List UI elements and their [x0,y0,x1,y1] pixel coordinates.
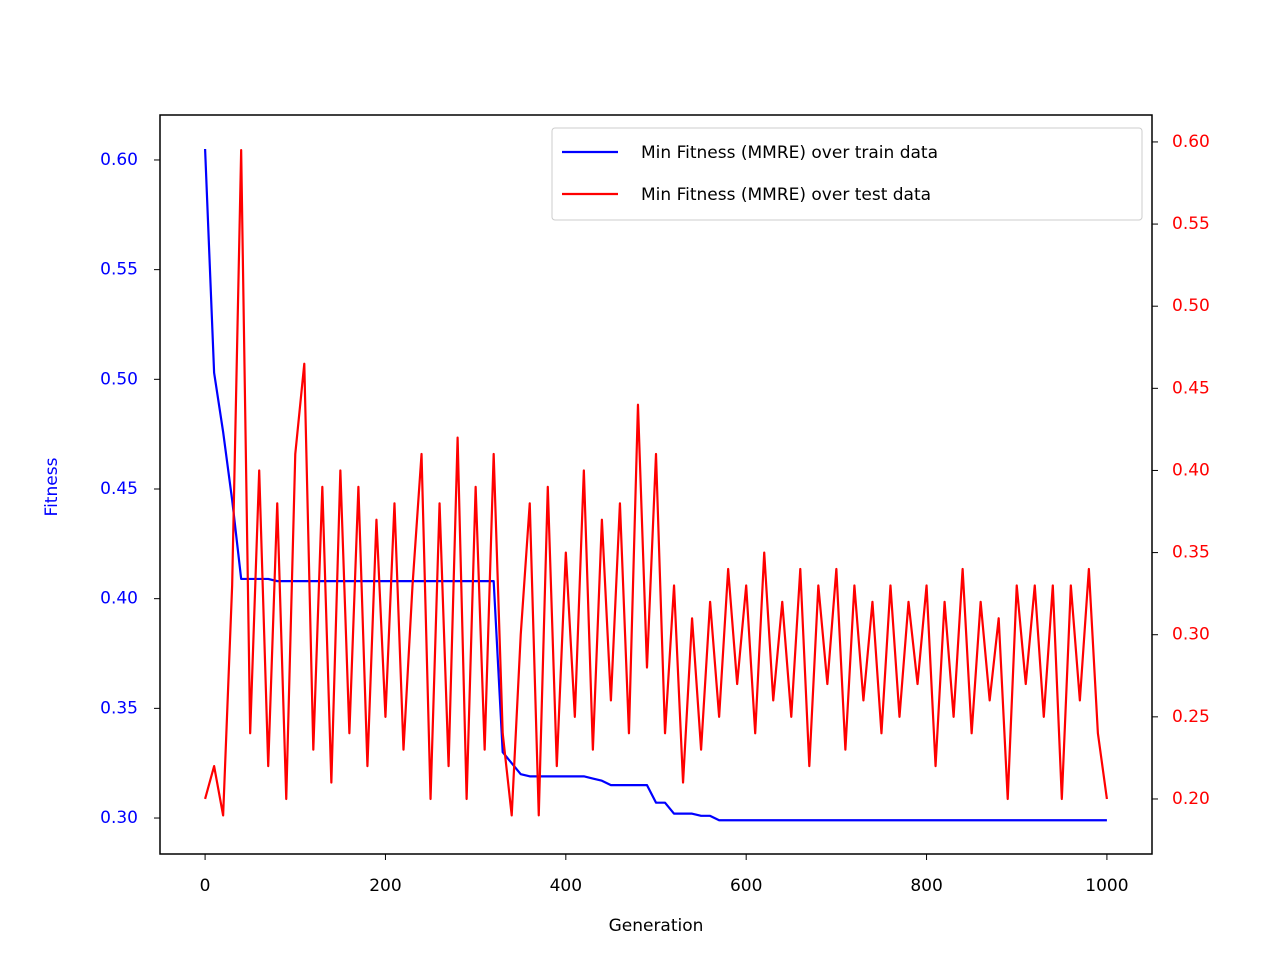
x-axis-label: Generation [609,916,704,936]
y2-tick-label: 0.30 [1172,625,1210,645]
y-tick-label: 0.45 [100,479,138,499]
y2-tick-label: 0.50 [1172,296,1210,316]
y-tick-label: 0.55 [100,260,138,280]
y2-tick-label: 0.35 [1172,543,1210,563]
legend-box [551,127,1143,221]
series-line [204,149,1108,817]
y2-tick-label: 0.40 [1172,460,1210,480]
y-tick-label: 0.60 [100,150,138,170]
y-tick-label: 0.35 [100,698,138,718]
x-tick-label: 400 [550,876,582,896]
x-tick-label: 800 [910,876,942,896]
y2-tick-label: 0.25 [1172,707,1210,727]
y-tick-label: 0.40 [100,589,138,609]
x-tick-label: 1000 [1085,876,1128,896]
x-tick-label: 200 [369,876,401,896]
plot-frame [159,114,1153,855]
legend-label: Min Fitness (MMRE) over train data [641,143,938,163]
y2-tick-label: 0.60 [1172,132,1210,152]
y-tick-label: 0.30 [100,808,138,828]
x-tick-label: 600 [730,876,762,896]
y2-tick-label: 0.45 [1172,378,1210,398]
y-tick-label: 0.50 [100,369,138,389]
y2-tick-label: 0.55 [1172,214,1210,234]
y-axis-label: Fitness [42,457,62,516]
legend-label: Min Fitness (MMRE) over test data [641,185,931,205]
y2-tick-label: 0.20 [1172,789,1210,809]
x-tick-label: 0 [200,876,211,896]
